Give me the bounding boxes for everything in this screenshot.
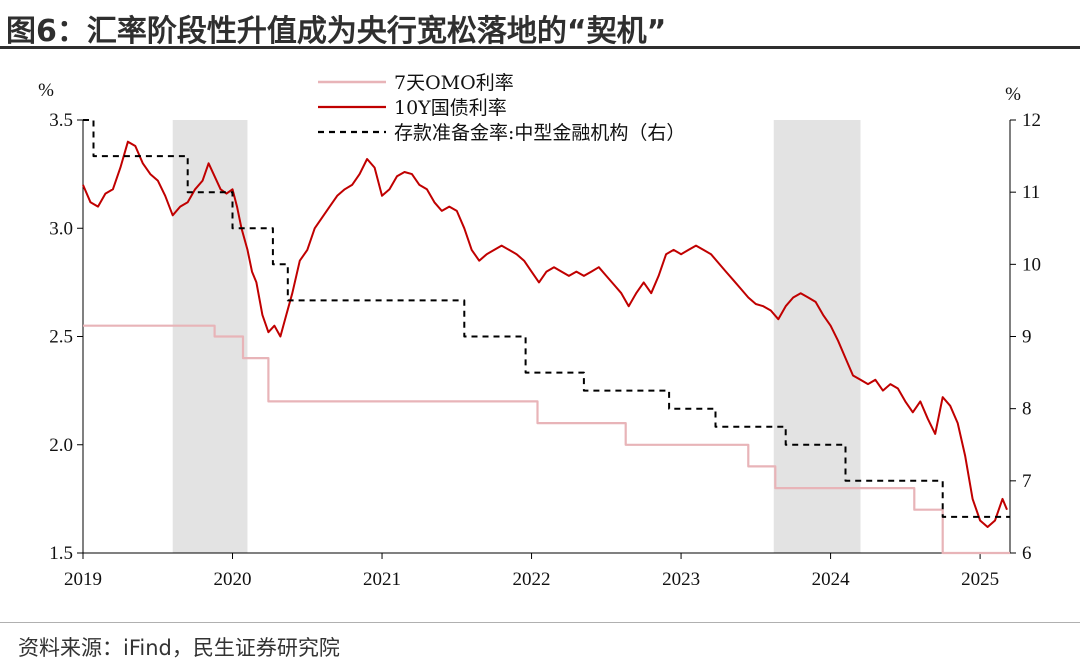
series-lines	[82, 119, 1010, 555]
title-rule	[0, 46, 1080, 49]
left-tick-label: 3.0	[49, 218, 73, 239]
legend-label-rrr: 存款准备金率:中型金融机构（右）	[394, 122, 685, 144]
legend-label-omo: 7天OMO利率	[394, 72, 514, 94]
left-axis-unit: %	[38, 80, 54, 101]
series-line-rrr	[83, 119, 1010, 518]
x-tick-label: 2024	[812, 569, 851, 590]
right-tick-label: 6	[1022, 543, 1032, 564]
left-tick-label: 3.5	[49, 110, 73, 131]
x-tick-label: 2019	[64, 569, 102, 590]
left-tick-label: 2.0	[49, 435, 73, 456]
series-line-omo	[83, 324, 1010, 555]
right-axis-unit: %	[1005, 84, 1021, 105]
legend-label-bond: 10Y国债利率	[394, 97, 507, 119]
left-tick-label: 2.5	[49, 327, 73, 348]
chart-title: 图6：汇率阶段性升值成为央行宽松落地的“契机”	[6, 14, 667, 49]
footer-rule	[0, 622, 1080, 623]
x-tick-label: 2022	[513, 569, 551, 590]
chart-area: 3.5 3.0 2.5 2.0 1.5 12 11 10 9 8 7 6 2019 2020 2021 202…	[38, 72, 1041, 590]
right-tick-label: 12	[1022, 110, 1041, 131]
right-tick-label: 9	[1022, 327, 1032, 348]
left-tick-label: 1.5	[49, 543, 73, 564]
series-line-bond	[82, 140, 1008, 528]
x-tick-label: 2020	[214, 569, 252, 590]
source-note: 资料来源：iFind，民生证券研究院	[18, 636, 340, 660]
x-tick-label: 2023	[662, 569, 700, 590]
axes: 3.5 3.0 2.5 2.0 1.5 12 11 10 9 8 7 6 2019 2020 2021 202…	[38, 80, 1041, 590]
right-tick-label: 8	[1022, 399, 1032, 420]
x-tick-label: 2021	[363, 569, 401, 590]
right-tick-label: 7	[1022, 471, 1032, 492]
right-tick-label: 10	[1022, 254, 1041, 275]
x-tick-label: 2025	[961, 569, 999, 590]
right-tick-label: 11	[1022, 182, 1040, 203]
